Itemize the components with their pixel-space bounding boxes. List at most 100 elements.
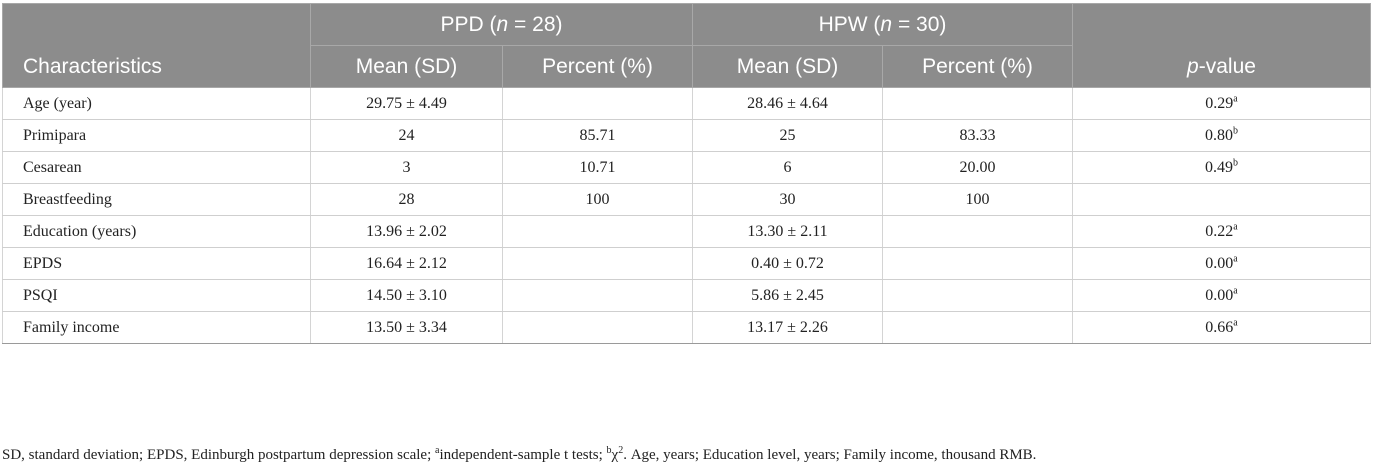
pvalue-test-marker: b	[1233, 157, 1238, 169]
hpw-mean-cell: 28.46 ± 4.64	[692, 87, 883, 120]
pvalue-cell: 0.49b	[1072, 151, 1371, 184]
footnote-sup: a	[435, 445, 440, 456]
ppd-mean-cell: 13.50 ± 3.34	[310, 311, 503, 344]
ppd-mean-cell: 29.75 ± 4.49	[310, 87, 503, 120]
ppd-mean-cell-text: 16.64 ± 2.12	[366, 254, 447, 272]
row-label: PSQI	[2, 279, 311, 312]
ppd-percent-cell	[502, 87, 693, 120]
ppd-percent-cell: 100	[502, 183, 693, 216]
row-label: Primipara	[2, 119, 311, 152]
row-label: Breastfeeding	[2, 183, 311, 216]
table-row: Education (years) 13.96 ± 2.02 13.30 ± 2.1…	[2, 215, 1371, 248]
footnote-sup: 2	[618, 445, 624, 456]
hpw-mean-cell: 25	[692, 119, 883, 152]
pvalue-cell	[1072, 183, 1371, 216]
row-label: Education (years)	[2, 215, 311, 248]
table-row: Family income 13.50 ± 3.34 13.17 ± 2.26 0.6…	[2, 311, 1371, 344]
table-row: PSQI 14.50 ± 3.10 5.86 ± 2.45 0.00a	[2, 279, 1371, 312]
header-row-groups: Characteristics PPD (n = 28) HPW (n = 30…	[2, 3, 1371, 88]
ppd-mean-cell: 14.50 ± 3.10	[310, 279, 503, 312]
ppd-percent-cell	[502, 215, 693, 248]
hpw-percent-cell-text: 83.33	[959, 126, 996, 144]
ppd-mean-cell-text: 13.96 ± 2.02	[366, 222, 447, 240]
characteristics-table: Characteristics PPD (n = 28) HPW (n = 30…	[2, 3, 1371, 344]
pvalue-test-marker: a	[1233, 285, 1238, 297]
row-label-text: Age (year)	[23, 94, 92, 112]
ppd-mean-cell-text: 29.75 ± 4.49	[366, 94, 447, 112]
ppd-mean-cell-text: 3	[402, 158, 411, 176]
row-label-text: EPDS	[23, 254, 63, 272]
characteristics-table-container: Characteristics PPD (n = 28) HPW (n = 30…	[2, 3, 1371, 344]
hpw-mean-cell-text: 13.30 ± 2.11	[747, 222, 828, 240]
row-label: EPDS	[2, 247, 311, 280]
row-label-text: Cesarean	[23, 158, 82, 176]
ppd-percent-cell	[502, 279, 693, 312]
hpw-percent-cell	[882, 87, 1073, 120]
hpw-mean-cell: 30	[692, 183, 883, 216]
ppd-mean-cell-text: 24	[398, 126, 415, 144]
hpw-percent-cell	[882, 247, 1073, 280]
ppd-mean-cell: 24	[310, 119, 503, 152]
hpw-group-header: HPW (n = 30)	[692, 3, 1073, 46]
hpw-percent-cell-text: 20.00	[959, 158, 996, 176]
row-label: Family income	[2, 311, 311, 344]
hpw-mean-cell: 0.40 ± 0.72	[692, 247, 883, 280]
characteristics-header: Characteristics	[2, 3, 311, 88]
footnote-part: . Age, years; Education level, years; Fa…	[623, 447, 1037, 463]
footnote-part: independent-sample t tests;	[439, 447, 607, 463]
hpw-mean-cell: 13.17 ± 2.26	[692, 311, 883, 344]
table-row: Age (year) 29.75 ± 4.49 28.46 ± 4.64 0.29a	[2, 87, 1371, 120]
hpw-percent-cell: 83.33	[882, 119, 1073, 152]
header-row-columns: Mean (SD) Percent (%) Mean (SD) Percent …	[3, 45, 1371, 88]
pvalue-test-marker: a	[1233, 221, 1238, 233]
pvalue-cell: 0.22a	[1072, 215, 1371, 248]
pvalue-cell-text: 0.80	[1205, 126, 1233, 144]
ppd-percent-cell	[502, 247, 693, 280]
footnote-part: χ	[611, 447, 619, 463]
pvalue-cell: 0.66a	[1072, 311, 1371, 344]
pvalue-test-marker: b	[1233, 125, 1238, 137]
hpw-mean-cell: 6	[692, 151, 883, 184]
row-label-text: Education (years)	[23, 222, 137, 240]
hpw-mean-cell-text: 30	[779, 190, 796, 208]
hpw-mean-cell-text: 0.40 ± 0.72	[751, 254, 824, 272]
row-label-text: Primipara	[23, 126, 87, 144]
ppd-percent-cell-text: 85.71	[579, 126, 616, 144]
ppd-percent-header: Percent (%)	[502, 45, 693, 88]
table-row: EPDS 16.64 ± 2.12 0.40 ± 0.72 0.00a	[2, 247, 1371, 280]
pvalue-cell: 0.29a	[1072, 87, 1371, 120]
ppd-mean-cell: 13.96 ± 2.02	[310, 215, 503, 248]
pvalue-cell-text: 0.29	[1205, 94, 1234, 112]
hpw-percent-cell	[882, 215, 1073, 248]
ppd-percent-cell-text: 10.71	[579, 158, 616, 176]
hpw-mean-header: Mean (SD)	[692, 45, 883, 88]
pvalue-test-marker: a	[1233, 253, 1238, 265]
hpw-percent-cell: 100	[882, 183, 1073, 216]
table-row: Primipara 24 85.71 25 83.33 0.80b	[2, 119, 1371, 152]
hpw-percent-cell	[882, 279, 1073, 312]
pvalue-cell-text: 0.00	[1205, 286, 1234, 304]
pvalue-test-marker: a	[1233, 317, 1238, 329]
ppd-mean-cell: 3	[310, 151, 503, 184]
ppd-percent-cell	[502, 311, 693, 344]
hpw-mean-cell-text: 5.86 ± 2.45	[751, 286, 824, 304]
ppd-mean-header: Mean (SD)	[310, 45, 503, 88]
pvalue-cell-text: 0.49	[1205, 158, 1233, 176]
hpw-percent-header: Percent (%)	[882, 45, 1073, 88]
pvalue-cell-text: 0.22	[1205, 222, 1234, 240]
ppd-mean-cell: 28	[310, 183, 503, 216]
footnote-sup: b	[606, 445, 612, 456]
pvalue-header: p-value	[1072, 3, 1371, 88]
row-label-text: PSQI	[23, 286, 58, 304]
ppd-mean-cell-text: 28	[398, 190, 415, 208]
footnote-part: SD, standard deviation; EPDS, Edinburgh …	[2, 447, 436, 463]
pvalue-cell: 0.80b	[1072, 119, 1371, 152]
ppd-mean-cell-text: 14.50 ± 3.10	[366, 286, 447, 304]
hpw-percent-cell	[882, 311, 1073, 344]
ppd-percent-cell: 85.71	[502, 119, 693, 152]
hpw-mean-cell-text: 28.46 ± 4.64	[747, 94, 828, 112]
table-footnote: SD, standard deviation; EPDS, Edinburgh …	[2, 445, 1037, 464]
hpw-mean-cell-text: 6	[783, 158, 792, 176]
row-label-text: Family income	[23, 318, 120, 336]
hpw-mean-cell-text: 13.17 ± 2.26	[747, 318, 828, 336]
